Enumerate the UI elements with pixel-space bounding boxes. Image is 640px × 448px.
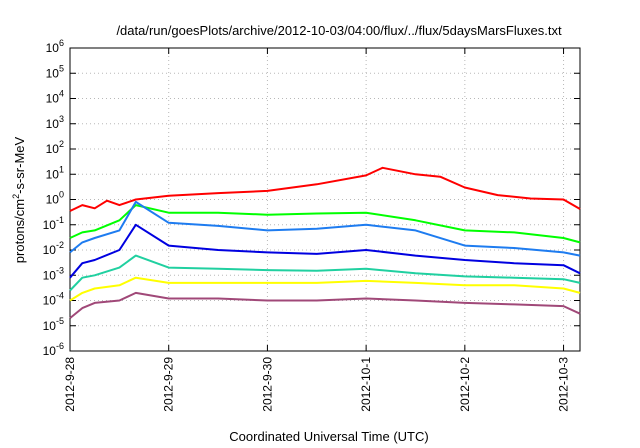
grid [69, 47, 580, 352]
y-tick-base: 10 [43, 243, 57, 257]
y-tick-base: 10 [46, 66, 60, 80]
y-tick-label: 100 [46, 190, 64, 207]
y-tick-exponent: 5 [59, 63, 64, 73]
x-tick-label: 2012-10-1 [359, 357, 373, 412]
x-tick-label: 2012-9-28 [63, 357, 77, 412]
series-line-5 [69, 254, 581, 292]
x-tick-label: 2012-10-2 [458, 357, 472, 412]
series-line-7 [69, 291, 581, 319]
y-axis-label-sup: 2 [11, 194, 21, 199]
y-tick-exponent: 3 [59, 114, 64, 124]
y-tick-exponent: -2 [56, 240, 64, 250]
y-tick-base: 10 [43, 319, 57, 333]
y-tick-exponent: -1 [56, 215, 64, 225]
y-axis-label-suffix: -s-sr-MeV [12, 136, 27, 193]
y-tick-base: 10 [46, 142, 60, 156]
y-tick-exponent: -3 [56, 265, 64, 275]
y-tick-exponent: 6 [59, 38, 64, 48]
y-tick-exponent: 2 [59, 139, 64, 149]
y-tick-label: 10-5 [43, 316, 64, 333]
y-tick-label: 10-4 [43, 291, 64, 308]
y-tick-label: 10-6 [43, 341, 64, 358]
y-tick-base: 10 [43, 268, 57, 282]
y-axis-label: protons/cm2-s-sr-MeV [11, 136, 27, 263]
y-tick-label: 101 [46, 164, 64, 181]
x-tick-label: 2012-10-3 [557, 357, 571, 412]
y-tick-label: 10-3 [43, 265, 64, 282]
y-tick-label: 10-2 [43, 240, 64, 257]
y-tick-labels: 10-610-510-410-310-210-11001011021031041… [43, 38, 64, 358]
y-tick-base: 10 [46, 41, 60, 55]
y-tick-base: 10 [46, 193, 60, 207]
y-tick-exponent: 1 [59, 164, 64, 174]
y-tick-label: 105 [46, 63, 64, 80]
x-tick-label: 2012-9-30 [260, 357, 274, 412]
y-tick-base: 10 [46, 92, 60, 106]
y-tick-label: 10-1 [43, 215, 64, 232]
y-tick-base: 10 [43, 218, 57, 232]
series-line-2 [69, 204, 581, 244]
series-line-6 [69, 276, 581, 302]
series-line-4 [69, 223, 581, 279]
y-tick-base: 10 [46, 167, 60, 181]
y-tick-label: 102 [46, 139, 64, 156]
y-tick-exponent: 0 [59, 190, 64, 200]
series-line-3 [69, 200, 581, 257]
y-tick-label: 103 [46, 114, 64, 131]
series-group [69, 166, 581, 319]
x-tick-labels: 2012-9-28 2012-9-29 2012-9-30 2012-10-1 2012… [63, 357, 571, 412]
y-tick-base: 10 [43, 294, 57, 308]
plot-frame [69, 47, 581, 352]
x-tick-label: 2012-9-29 [162, 357, 176, 412]
y-tick-label: 104 [46, 89, 64, 106]
y-tick-exponent: -4 [56, 291, 64, 301]
x-axis-label: Coordinated Universal Time (UTC) [229, 429, 428, 444]
y-tick-base: 10 [46, 117, 60, 131]
y-tick-exponent: -6 [56, 341, 64, 351]
series-line-1 [69, 166, 581, 212]
chart-title: /data/run/goesPlots/archive/2012-10-03/0… [116, 23, 562, 38]
y-tick-label: 106 [46, 38, 64, 55]
y-axis-label-prefix: protons/cm [12, 199, 27, 263]
y-tick-base: 10 [43, 344, 57, 358]
y-tick-exponent: 4 [59, 89, 64, 99]
y-tick-exponent: -5 [56, 316, 64, 326]
